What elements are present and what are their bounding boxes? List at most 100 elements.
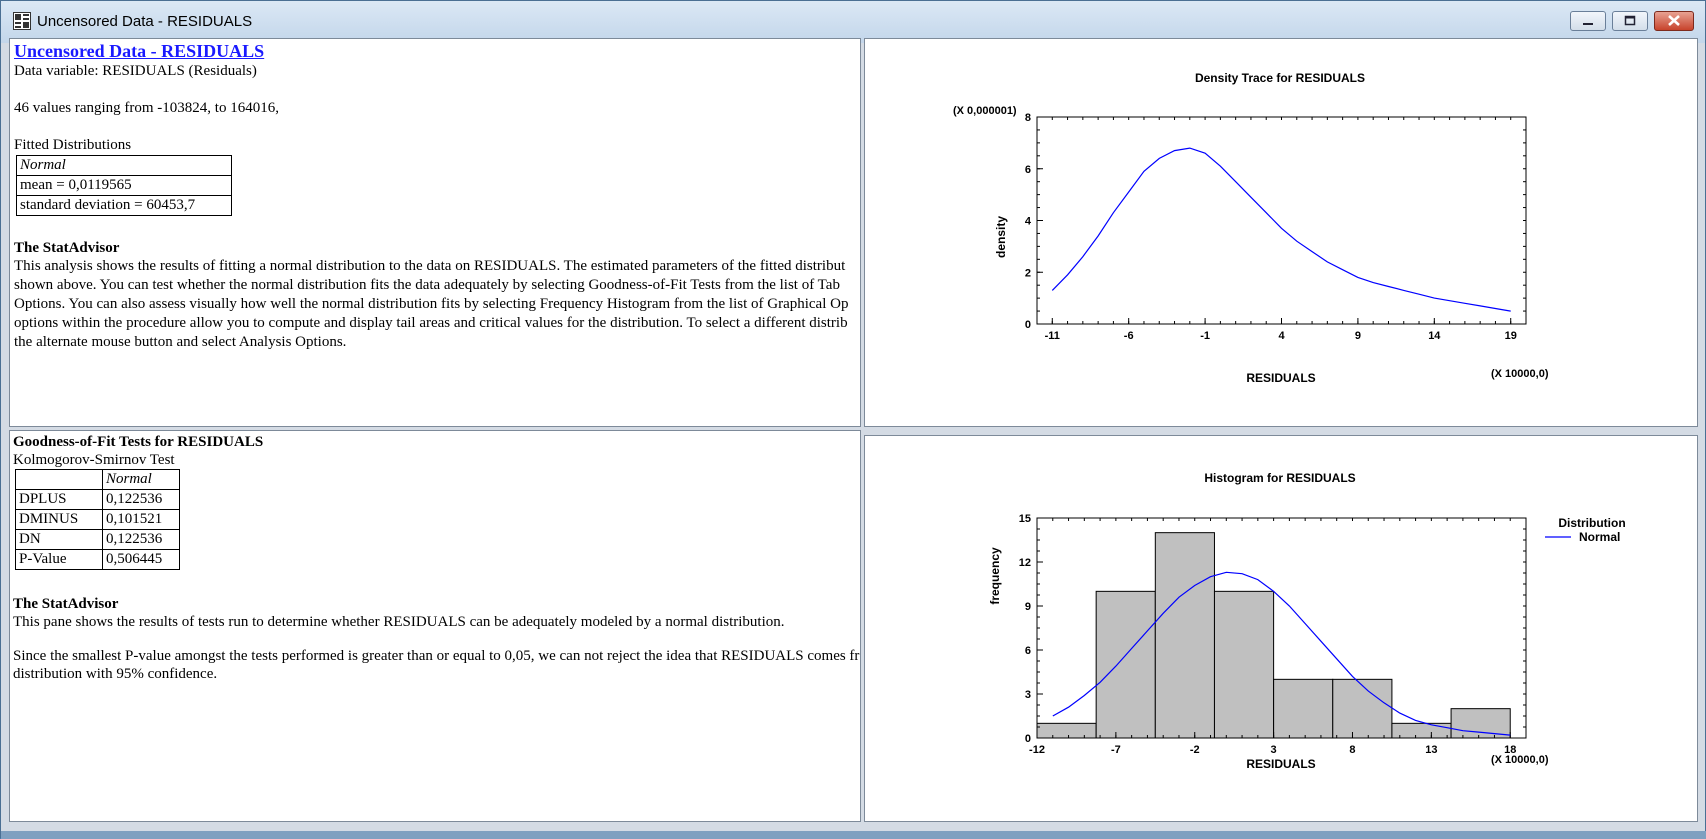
plot-area: -11 -6 -1 4 9 14 19 0 2 4 6 8 xyxy=(1025,112,1527,342)
x-tick-label: -7 xyxy=(1111,744,1121,756)
normal-curve xyxy=(1052,571,1511,736)
table-row-value: 0,122536 xyxy=(102,489,180,510)
statadvisor-line: This analysis shows the results of fitti… xyxy=(14,258,846,274)
x-axis-label: RESIDUALS xyxy=(1246,757,1315,771)
table-row: Normal xyxy=(15,469,180,490)
y-tick-label: 12 xyxy=(1019,557,1031,569)
statadvisor-line: distribution with 95% confidence. xyxy=(13,666,218,682)
x-tick-label: -12 xyxy=(1029,744,1045,756)
chart-title: Histogram for RESIDUALS xyxy=(1204,471,1355,485)
table-row-label: DN xyxy=(15,529,103,550)
legend-title: Distribution xyxy=(1558,516,1625,530)
x-tick-label: 18 xyxy=(1504,744,1516,756)
histogram-pane[interactable]: Histogram for RESIDUALS (X 10000,0) RESI… xyxy=(864,435,1698,822)
x-tick-label: 4 xyxy=(1278,330,1285,342)
histogram-bar xyxy=(1273,678,1334,739)
y-tick-label: 15 xyxy=(1019,513,1031,525)
y-tick-label: 6 xyxy=(1025,164,1031,176)
x-tick-label: -11 xyxy=(1045,330,1060,342)
x-tick-label: 13 xyxy=(1425,744,1437,756)
chart-title: Density Trace for RESIDUALS xyxy=(1195,71,1365,85)
table-row: DMINUS 0,101521 xyxy=(15,509,180,530)
table-row: P-Value 0,506445 xyxy=(15,549,180,570)
x-tick-label: 9 xyxy=(1355,330,1361,342)
table-cell xyxy=(15,469,103,490)
pane-title-link[interactable]: Uncensored Data - RESIDUALS xyxy=(14,41,265,61)
density-curve xyxy=(1051,147,1511,312)
sd-cell: standard deviation = 60453,7 xyxy=(16,195,232,216)
legend-item-normal: Normal xyxy=(1579,530,1620,544)
minimize-button[interactable] xyxy=(1570,11,1606,31)
statadvisor-line: the alternate mouse button and select An… xyxy=(14,334,347,350)
gof-subtitle: Kolmogorov-Smirnov Test xyxy=(13,452,175,468)
statadvisor-line: This pane shows the results of tests run… xyxy=(13,614,785,630)
y-tick-label: 0 xyxy=(1025,319,1031,331)
y-tick-label: 2 xyxy=(1025,267,1031,279)
histogram-bar xyxy=(1154,532,1215,739)
x-tick-label: -2 xyxy=(1190,744,1200,756)
plot-frame xyxy=(1036,116,1527,325)
histogram-bar xyxy=(1213,590,1275,739)
y-tick-label: 6 xyxy=(1025,645,1031,657)
goodness-of-fit-pane[interactable]: Goodness-of-Fit Tests for RESIDUALS Kolm… xyxy=(9,430,861,822)
mean-cell: mean = 0,0119565 xyxy=(16,175,232,196)
x-tick-label: 14 xyxy=(1428,330,1441,342)
x-tick-label: 3 xyxy=(1271,744,1277,756)
statgraphics-app-icon xyxy=(13,12,31,30)
table-row-value: 0,101521 xyxy=(102,509,180,530)
density-trace-chart: Density Trace for RESIDUALS (X 0,000001)… xyxy=(953,71,1549,385)
statadvisor-line: Since the smallest P-value amongst the t… xyxy=(13,648,861,664)
y-tick-label: 8 xyxy=(1025,112,1031,124)
y-axis-label: density xyxy=(994,216,1008,258)
histogram-bar xyxy=(1095,590,1156,739)
x-axis-label: RESIDUALS xyxy=(1246,371,1315,385)
x-multiplier-label: (X 10000,0) xyxy=(1491,754,1549,766)
window-title: Uncensored Data - RESIDUALS xyxy=(37,13,253,30)
statadvisor-heading: The StatAdvisor xyxy=(13,596,119,612)
table-row-label: DPLUS xyxy=(15,489,103,510)
histogram-bar xyxy=(1332,678,1393,739)
plot-area: -12 -7 -2 3 8 13 18 0 3 6 9 12 15 xyxy=(1019,513,1527,756)
x-tick-label: -6 xyxy=(1124,330,1134,342)
minimize-icon xyxy=(1583,23,1593,25)
maximize-button[interactable] xyxy=(1612,11,1648,31)
statadvisor-line: options within the procedure allow you t… xyxy=(14,315,848,331)
maximize-icon xyxy=(1624,15,1636,26)
x-tick-label: 8 xyxy=(1349,744,1355,756)
histogram-chart: Histogram for RESIDUALS (X 10000,0) RESI… xyxy=(988,471,1626,771)
close-button[interactable] xyxy=(1654,11,1694,31)
gof-column-header: Normal xyxy=(102,469,180,490)
statadvisor-heading: The StatAdvisor xyxy=(14,240,120,256)
y-tick-label: 4 xyxy=(1025,216,1032,228)
table-row-label: DMINUS xyxy=(15,509,103,530)
title-bar[interactable]: Uncensored Data - RESIDUALS xyxy=(1,1,1705,43)
y-tick-label: 3 xyxy=(1025,689,1031,701)
density-trace-pane[interactable]: Density Trace for RESIDUALS (X 0,000001)… xyxy=(864,38,1698,427)
fitted-distributions-table: Normal mean = 0,0119565 standard deviati… xyxy=(16,155,232,216)
table-row-value: 0,506445 xyxy=(102,549,180,570)
y-axis-label: frequency xyxy=(988,547,1002,605)
y-tick-label: 9 xyxy=(1025,601,1031,613)
status-bar xyxy=(1,831,1706,839)
table-row: DN 0,122536 xyxy=(15,529,180,550)
statadvisor-line: Options. You can also assess visually ho… xyxy=(14,296,849,312)
statadvisor-line: shown above. You can test whether the no… xyxy=(14,277,840,293)
table-row-value: 0,122536 xyxy=(102,529,180,550)
table-row: DPLUS 0,122536 xyxy=(15,489,180,510)
y-multiplier-label: (X 0,000001) xyxy=(953,105,1017,117)
value-range-text: 46 values ranging from -103824, to 16401… xyxy=(14,100,279,116)
histogram-bar xyxy=(1391,722,1452,739)
table-row-label: P-Value xyxy=(15,549,103,570)
x-multiplier-label: (X 10000,0) xyxy=(1491,368,1549,380)
close-icon xyxy=(1668,15,1680,26)
data-variable-text: Data variable: RESIDUALS (Residuals) xyxy=(14,63,257,79)
x-tick-label: 19 xyxy=(1505,330,1517,342)
x-tick-label: -1 xyxy=(1200,330,1210,342)
gof-title: Goodness-of-Fit Tests for RESIDUALS xyxy=(13,434,264,450)
histogram-bar xyxy=(1036,722,1097,739)
histogram-bar xyxy=(1450,708,1511,739)
gof-table: Normal DPLUS 0,122536 DMINUS 0,101521 DN… xyxy=(15,469,180,570)
distribution-header: Normal xyxy=(16,155,232,176)
analysis-summary-pane[interactable]: Uncensored Data - RESIDUALS Data variabl… xyxy=(9,38,861,427)
